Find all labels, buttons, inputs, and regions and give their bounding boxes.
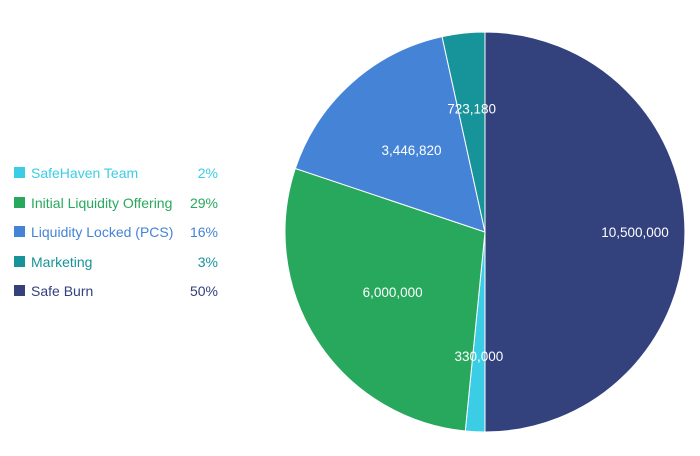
legend-percent: 2% — [197, 165, 218, 181]
legend-item-marketing[interactable]: Marketing 3% — [14, 251, 224, 281]
legend-percent: 3% — [197, 253, 218, 270]
legend-label: SafeHaven Team — [31, 165, 139, 181]
pie-labels: 10,500,000 330,000 6,000,000 3,446,820 723,1… — [363, 102, 669, 364]
pie-slice-marketing[interactable] — [441, 31, 486, 233]
legend-label: Initial Liquidity Offering — [31, 194, 173, 211]
slice-value-label: 330,000 — [454, 349, 503, 364]
slice-value-label: 723,180 — [447, 102, 496, 117]
legend-item-initial-liquidity-offering[interactable]: Initial Liquidity Offering 29% — [14, 192, 224, 222]
slice-value-label: 3,446,820 — [381, 143, 441, 158]
legend-swatch — [14, 255, 25, 267]
pie-slice-initial-liquidity-offering[interactable] — [284, 167, 486, 432]
legend-item-liquidity-locked[interactable]: Liquidity Locked (PCS) 16% — [14, 221, 224, 251]
slice-value-label: 10,500,000 — [601, 225, 669, 240]
legend-item-safe-burn[interactable]: Safe Burn 50% — [14, 280, 224, 310]
legend-label: Liquidity Locked (PCS) — [31, 224, 174, 240]
legend-percent: 50% — [189, 283, 218, 299]
legend-swatch — [14, 226, 25, 237]
legend-label: Marketing — [31, 253, 93, 270]
pie-slices — [284, 31, 686, 433]
legend-swatch — [14, 285, 25, 296]
legend-item-safehaven-team[interactable]: SafeHaven Team 2% — [14, 162, 224, 192]
legend-swatch — [14, 167, 25, 178]
pie-slice-liquidity-locked-pcs[interactable] — [294, 36, 486, 233]
legend-swatch — [14, 196, 25, 208]
slice-value-label: 6,000,000 — [363, 285, 423, 300]
legend-percent: 29% — [189, 194, 218, 211]
legend: SafeHaven Team 2% Initial Liquidity Offe… — [14, 162, 224, 310]
pie-slice-safe-burn[interactable] — [484, 31, 686, 433]
legend-label: Safe Burn — [31, 283, 94, 299]
legend-percent: 16% — [189, 224, 218, 240]
